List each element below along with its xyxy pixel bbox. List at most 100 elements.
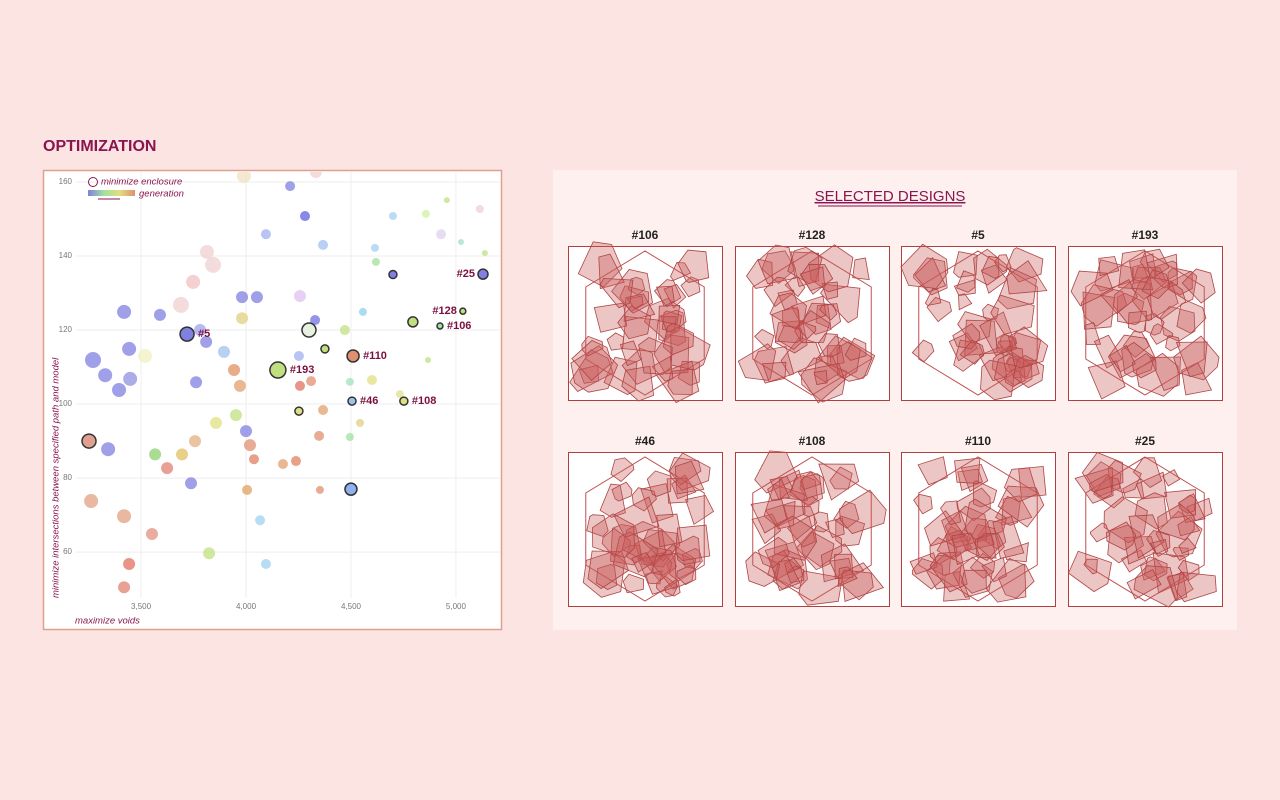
point <box>457 238 464 245</box>
design-cell <box>1141 269 1171 300</box>
design-label: #46 <box>635 434 655 448</box>
selected-point <box>344 482 358 496</box>
design-cell <box>642 529 681 562</box>
point <box>395 390 404 399</box>
design-card <box>568 246 723 401</box>
design-cell <box>599 483 626 518</box>
design-cell <box>611 481 633 502</box>
point <box>358 307 367 316</box>
point <box>248 454 259 465</box>
point <box>236 172 251 184</box>
design-cell <box>944 505 988 548</box>
design-outline <box>585 456 705 602</box>
design-cell <box>997 267 1037 310</box>
grid: 60 80 100 120 140 160 3,500 4,000 4,500 5,000 <box>59 172 500 611</box>
design-cell <box>1089 473 1113 499</box>
design-cell <box>836 341 873 382</box>
point <box>161 462 174 475</box>
design-cell <box>773 515 818 561</box>
design-cell <box>1128 514 1165 559</box>
design-label: #128 <box>799 228 826 242</box>
design-cell <box>1087 360 1126 400</box>
design-cell <box>1157 503 1195 541</box>
point <box>475 205 484 214</box>
y-tick-label: 80 <box>63 473 72 482</box>
point <box>123 371 138 386</box>
point <box>366 375 377 386</box>
design-cell <box>638 336 673 375</box>
design-cell <box>1172 546 1189 561</box>
design-cell <box>641 546 677 582</box>
design-cell <box>817 333 841 358</box>
design-cell <box>953 339 985 372</box>
selected-point <box>477 268 489 280</box>
design-cell <box>593 302 628 333</box>
design-cell <box>1143 312 1165 336</box>
selected-point <box>269 361 287 379</box>
design-cell <box>1149 539 1169 557</box>
design-card <box>568 452 723 607</box>
design-cell <box>619 340 642 367</box>
design-cell <box>1001 495 1033 526</box>
design-cell <box>960 463 989 493</box>
point <box>250 291 263 304</box>
design-cell <box>1135 471 1168 500</box>
point <box>194 324 207 337</box>
design-label: #5 <box>971 228 985 242</box>
design-cell <box>959 339 985 365</box>
design-cell <box>631 552 653 573</box>
point <box>122 341 137 356</box>
design-outline <box>1085 250 1205 396</box>
design-cell <box>913 493 933 515</box>
design-cell <box>670 326 711 371</box>
design-outline <box>918 250 1038 396</box>
design-cell <box>1105 521 1137 551</box>
design-outline <box>752 250 872 396</box>
design-cell <box>656 285 675 307</box>
point <box>236 291 249 304</box>
design-cell <box>787 246 823 285</box>
design-cell <box>839 489 887 535</box>
design-cell <box>1152 552 1190 594</box>
point-label: #108 <box>412 395 436 407</box>
point <box>318 239 329 250</box>
design-cell <box>1160 305 1196 342</box>
y-tick-label: 60 <box>63 547 72 556</box>
design-cell <box>646 470 672 497</box>
point <box>285 181 296 192</box>
design-cell <box>674 524 711 562</box>
selected-point <box>294 406 304 416</box>
point <box>345 377 354 386</box>
design-cell <box>1090 522 1111 543</box>
y-tick-label: 160 <box>59 177 73 186</box>
legend-gradient <box>88 190 135 196</box>
point-label: #110 <box>363 350 387 362</box>
design-cell <box>844 337 867 361</box>
selected-point <box>436 322 444 330</box>
design-cell <box>1083 558 1098 575</box>
x-tick-label: 5,000 <box>446 602 467 611</box>
design-cell <box>852 257 870 281</box>
point <box>176 448 188 461</box>
point <box>318 404 329 415</box>
design-cell <box>1120 549 1147 573</box>
design-cell <box>819 303 838 321</box>
point <box>236 312 249 325</box>
designs-grid: #106 #128 #5 #193 #46 #108 #110 #25 <box>568 228 1223 608</box>
design-label: #106 <box>632 228 659 242</box>
design-cell <box>1124 536 1157 565</box>
design-cell <box>798 570 843 606</box>
point <box>293 289 306 302</box>
design-cell <box>796 530 835 571</box>
x-tick-label: 4,500 <box>341 602 362 611</box>
design-cell <box>652 552 673 576</box>
design-cell <box>953 279 976 297</box>
point <box>98 368 113 383</box>
point <box>277 459 288 470</box>
design-cell <box>999 334 1018 352</box>
design-cell <box>586 514 609 537</box>
chart-frame <box>42 169 503 631</box>
design-cell <box>1118 249 1154 291</box>
design-cell <box>676 564 697 586</box>
